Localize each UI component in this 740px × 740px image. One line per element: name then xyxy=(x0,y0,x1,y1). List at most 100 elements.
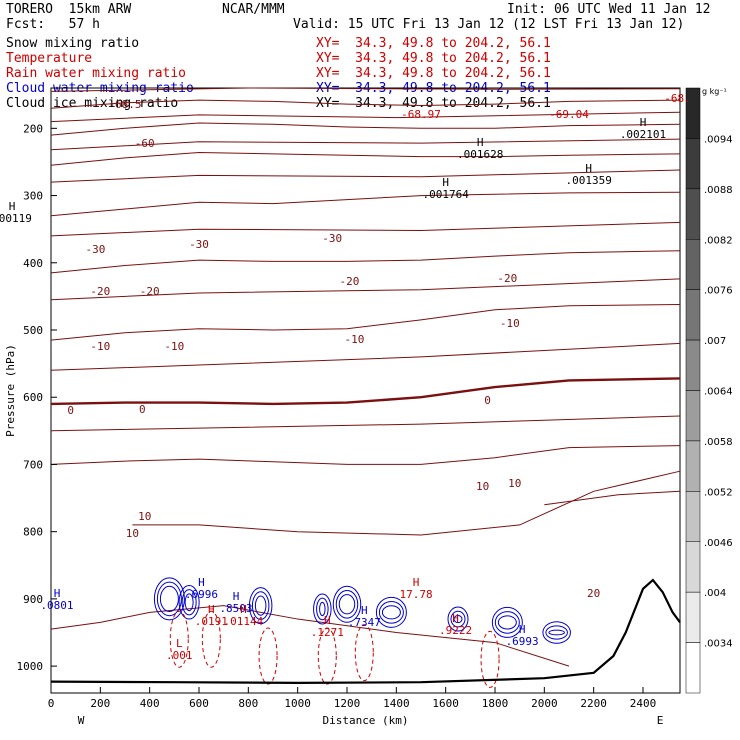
isotherm-minor-3 xyxy=(50,169,681,183)
colorbar-segment-1 xyxy=(685,138,701,190)
model-title: TORERO 15km ARW xyxy=(6,2,132,17)
cloud-water-contour-0-0 xyxy=(153,577,185,621)
temperature-label-9: -20 xyxy=(140,285,160,298)
temperature-label-16: 0 xyxy=(67,404,74,417)
colorbar-label-0: .0094 xyxy=(704,134,733,145)
extremum-type-1: H xyxy=(442,176,449,189)
cloud-water-contour-2-0 xyxy=(248,587,273,625)
end-label-east: E xyxy=(657,714,664,727)
cloud-water-contour-3-0 xyxy=(313,593,332,625)
x-tick-label-1000: 1000 xyxy=(284,697,311,710)
isotherm-minor-0 xyxy=(50,87,681,92)
temperature-label-15: -10 xyxy=(500,317,520,330)
cloud-water-contour-5-2 xyxy=(381,605,401,620)
colorbar-label-10: .0034 xyxy=(704,639,733,650)
y-tick-label-900: 900 xyxy=(23,593,43,606)
y-tick-label-300: 300 xyxy=(23,190,43,203)
x-tick-label-1600: 1600 xyxy=(432,697,459,710)
colorbar-segment-10 xyxy=(685,591,701,643)
y-axis-label: Pressure (hPa) xyxy=(4,344,17,437)
colorbar-unit: g kg⁻¹ xyxy=(702,87,727,96)
temperature-label-21: 10 xyxy=(476,480,489,493)
cloud-water-contour-4-2 xyxy=(338,594,356,615)
cloud-water-contour-1-2 xyxy=(184,593,194,612)
isotherm-minor-2 xyxy=(50,138,681,151)
colorbar-segment-5 xyxy=(685,339,701,391)
colorbar-label-5: .0064 xyxy=(704,387,733,398)
colorbar-label-6: .0058 xyxy=(704,437,733,448)
rain-contour-0 xyxy=(169,610,189,668)
extremum-value-1: .001764 xyxy=(422,188,469,201)
isotherm-0 xyxy=(50,377,681,406)
extremum-type-5: H xyxy=(54,587,61,600)
x-tick-label-0: 0 xyxy=(48,697,55,710)
isotherm-minor-4 xyxy=(50,221,681,237)
y-tick-label-400: 400 xyxy=(23,257,43,270)
extremum-value-3: .002101 xyxy=(620,128,666,141)
extremum-value-6: .6996 xyxy=(185,588,218,601)
extremum-type-12: H xyxy=(208,603,215,616)
temperature-label-3: -69.04 xyxy=(549,108,589,121)
x-tick-label-800: 800 xyxy=(238,697,258,710)
end-label-west: W xyxy=(78,714,85,727)
temperature-label-7: -30 xyxy=(322,232,342,245)
extremum-type-14: H xyxy=(519,623,526,636)
x-tick-label-1200: 1200 xyxy=(334,697,361,710)
extremum-value-4: .00119 xyxy=(0,212,32,225)
cloud-water-contour-3-1 xyxy=(316,597,329,621)
extremum-type-15: L xyxy=(176,637,183,650)
colorbar-label-3: .0076 xyxy=(704,286,733,297)
cloud-water-contour-6-0 xyxy=(447,606,469,632)
extremum-type-11: H xyxy=(324,614,331,627)
colorbar-segment-6 xyxy=(685,390,701,442)
extremum-value-15: .001 xyxy=(166,649,193,662)
legend-temperature: Temperature xyxy=(6,51,93,66)
cloud-water-contour-0-2 xyxy=(159,585,179,612)
extremum-type-2: H xyxy=(585,162,592,175)
cloud-water-contour-7-2 xyxy=(497,615,517,630)
extremum-value-11: .1271 xyxy=(311,626,344,639)
legend-cloud-ice: Cloud ice mixing ratio xyxy=(6,96,179,111)
cloud-water-contour-4-0 xyxy=(332,585,362,623)
colorbar-label-7: .0052 xyxy=(704,487,733,498)
cloud-water-contour-1-1 xyxy=(181,589,197,616)
isotherm-minor-9 xyxy=(544,490,681,506)
cloud-water-contour-8-2 xyxy=(548,629,565,636)
extremum-value-10: 17.78 xyxy=(400,588,433,601)
y-tick-label-800: 800 xyxy=(23,526,43,539)
y-tick-label-600: 600 xyxy=(23,391,43,404)
isotherm--50 xyxy=(50,122,681,136)
extremum-value-14: .6993 xyxy=(506,635,539,648)
rain-contour-4 xyxy=(354,624,374,682)
extremum-value-5: .0801 xyxy=(40,599,73,612)
extremum-value-12: .0191 xyxy=(195,615,228,628)
x-tick-label-2200: 2200 xyxy=(580,697,607,710)
temperature-label-23: 20 xyxy=(587,587,600,600)
isotherm-minor-surface xyxy=(50,605,570,667)
isotherm-minor-6 xyxy=(50,342,681,371)
colorbar-segment-11 xyxy=(685,642,701,694)
temperature-label-11: -20 xyxy=(497,272,517,285)
terrain-line xyxy=(50,578,681,685)
y-tick-label-700: 700 xyxy=(23,458,43,471)
temperature-label-6: -30 xyxy=(189,238,209,251)
rain-contour-5 xyxy=(480,630,500,688)
temperature-label-20: 10 xyxy=(126,527,139,540)
extremum-type-8: H xyxy=(240,603,247,616)
extremum-value-0: .001628 xyxy=(457,148,503,161)
colorbar-segment-7 xyxy=(685,440,701,492)
valid-time: Valid: 15 UTC Fri 13 Jan 12 (12 LST Fri … xyxy=(293,17,685,32)
temperature-label-17: 0 xyxy=(139,403,146,416)
extremum-value-7: .8503 xyxy=(219,602,252,615)
y-tick-label-1000: 1000 xyxy=(17,660,44,673)
isotherm--40 xyxy=(50,151,681,166)
legend-cloud-ice-xy: XY= 34.3, 49.8 to 204.2, 56.1 xyxy=(316,96,551,111)
temperature-label-22: 10 xyxy=(508,477,521,490)
cloud-water-contour-4-1 xyxy=(335,589,359,619)
isotherm-minor-1 xyxy=(50,111,681,123)
rain-contour-3 xyxy=(317,627,337,685)
y-tick-label-500: 500 xyxy=(23,324,43,337)
cloud-water-contour-5-1 xyxy=(378,601,404,624)
extremum-type-0: H xyxy=(477,136,484,149)
legend-snow: Snow mixing ratio xyxy=(6,36,140,51)
